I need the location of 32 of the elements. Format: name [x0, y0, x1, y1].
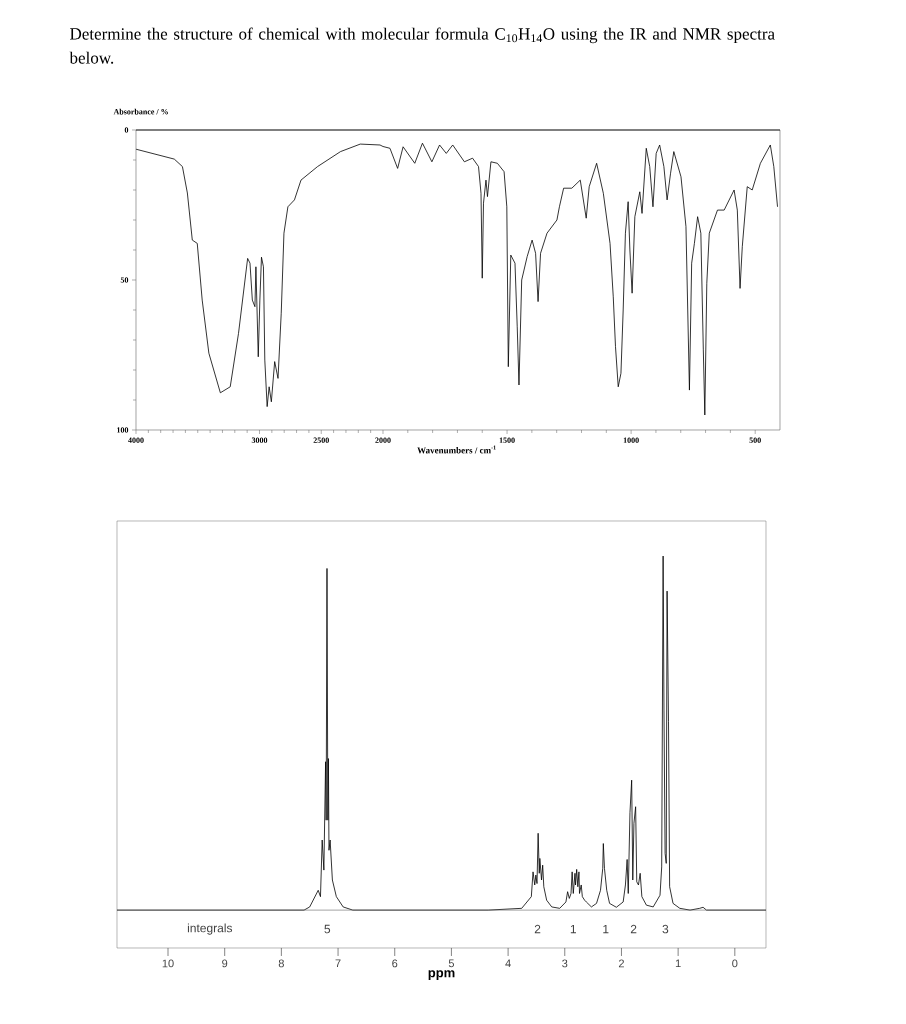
y-tick-label: 50 [120, 277, 129, 283]
x-tick-label: 1 [675, 959, 681, 968]
text: 2 [630, 924, 637, 934]
x-axis-title: ppm [428, 970, 455, 980]
x-tick-label: 7 [335, 959, 341, 968]
x-tick-label: 2 [618, 959, 624, 968]
x-tick-label: 0 [732, 959, 738, 968]
x-tick-label: 5 [448, 959, 454, 968]
x-tick-label: 4 [505, 959, 511, 968]
y-tick-label: 100 [117, 427, 129, 433]
text: 5 [324, 924, 331, 934]
chart-title: Determine the structure of chemical with molecular formula C$_{10}$H$_{14}$O using the IR and NMR spectra below. [69, 27, 775, 64]
y-tick-label: 0 [124, 127, 129, 133]
x-tick-label: 9 [222, 959, 228, 968]
x-tick-label: 1500 [499, 437, 515, 443]
x-tick-label: 6 [392, 959, 398, 968]
x-tick-label: 1000 [623, 437, 639, 443]
y-axis-title: Absorbance / % [113, 108, 168, 115]
x-tick-label: 10 [162, 959, 174, 968]
text: 2 [534, 924, 541, 934]
text: 1 [570, 924, 576, 934]
x-axis-title: Wavenumbers / cm$^{-1}$ [417, 445, 496, 454]
text: integrals [187, 923, 233, 935]
x-tick-label: 4000 [128, 437, 144, 443]
text: 3 [662, 924, 669, 934]
x-tick-label: 2000 [375, 437, 391, 443]
x-tick-label: 3000 [251, 437, 268, 443]
x-tick-label: 2500 [313, 437, 329, 443]
x-tick-label: 500 [749, 437, 761, 443]
text: 1 [603, 924, 609, 934]
x-tick-label: 3 [562, 959, 568, 968]
x-tick-label: 8 [278, 959, 284, 968]
